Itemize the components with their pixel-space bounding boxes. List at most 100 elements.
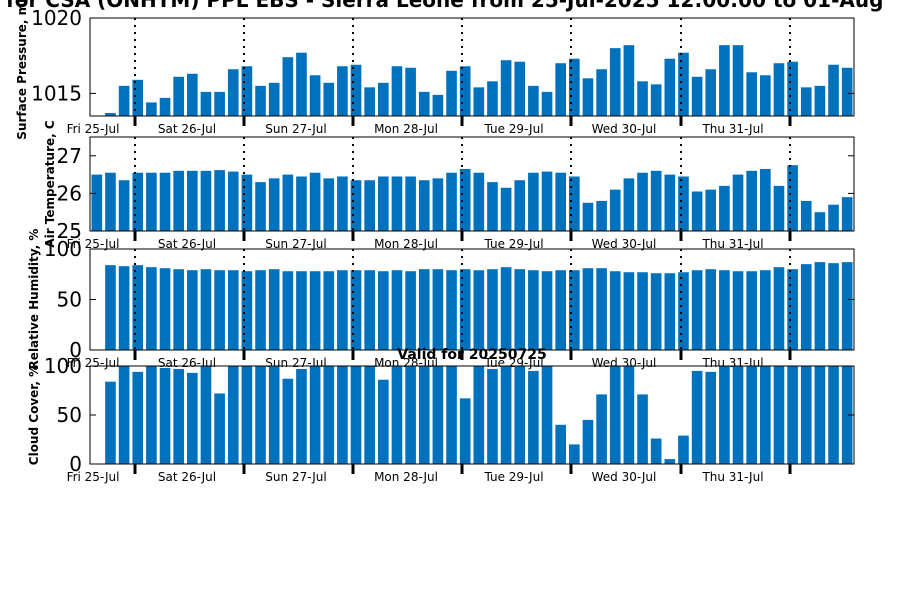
bar bbox=[132, 371, 144, 464]
bar bbox=[528, 370, 539, 464]
bar bbox=[691, 370, 703, 464]
x-tick-label: Sat 26-Jul bbox=[158, 470, 216, 484]
y-tick-label: 26 bbox=[57, 181, 82, 205]
bar bbox=[473, 366, 485, 464]
bar bbox=[732, 271, 744, 350]
bar bbox=[227, 270, 239, 350]
bar bbox=[241, 366, 253, 464]
bar bbox=[214, 91, 225, 116]
bar bbox=[227, 171, 239, 231]
x-tick-label: Fri 25-Jul bbox=[67, 470, 120, 484]
bar bbox=[405, 271, 416, 350]
bar bbox=[459, 168, 471, 231]
bar bbox=[609, 189, 621, 231]
bar bbox=[514, 61, 526, 116]
bar bbox=[814, 212, 826, 231]
bar bbox=[719, 366, 730, 464]
bar bbox=[446, 70, 457, 116]
bar bbox=[609, 271, 621, 350]
bar bbox=[555, 270, 566, 350]
bar bbox=[841, 67, 853, 116]
bar bbox=[800, 366, 812, 464]
bar bbox=[787, 61, 798, 116]
bar bbox=[132, 172, 144, 231]
bar bbox=[432, 178, 444, 231]
bar bbox=[296, 368, 307, 464]
x-tick-label: Tue 29-Jul bbox=[483, 237, 543, 251]
y-tick-label: 0 bbox=[69, 338, 82, 362]
bar bbox=[391, 176, 403, 231]
bar bbox=[569, 176, 580, 231]
x-tick-label: Thu 31-Jul bbox=[701, 237, 763, 251]
bar bbox=[350, 366, 362, 464]
bar bbox=[841, 197, 853, 231]
bar bbox=[596, 394, 607, 464]
bar bbox=[473, 270, 485, 350]
bar bbox=[446, 366, 457, 464]
bar bbox=[350, 180, 362, 231]
bar bbox=[650, 84, 662, 116]
bar bbox=[623, 178, 635, 231]
bar bbox=[282, 271, 294, 350]
bar bbox=[146, 102, 157, 116]
bar bbox=[105, 381, 116, 464]
bar bbox=[800, 200, 812, 231]
bar bbox=[200, 366, 212, 464]
bar bbox=[296, 271, 307, 350]
bar bbox=[282, 378, 294, 464]
bar bbox=[787, 165, 798, 231]
bar bbox=[350, 64, 362, 116]
bar bbox=[678, 435, 689, 464]
bar bbox=[241, 271, 253, 350]
bar bbox=[255, 182, 266, 231]
bar bbox=[296, 52, 307, 116]
bar bbox=[746, 271, 757, 350]
bar bbox=[514, 180, 526, 231]
bar bbox=[582, 202, 594, 231]
bar bbox=[487, 182, 498, 231]
y-tick-label: 50 bbox=[57, 403, 82, 427]
bar bbox=[637, 81, 648, 116]
x-tick-label: Thu 31-Jul bbox=[701, 470, 763, 484]
bar bbox=[91, 174, 103, 231]
bar bbox=[569, 270, 580, 350]
bar bbox=[569, 444, 580, 464]
bar bbox=[569, 58, 580, 116]
bar bbox=[418, 180, 430, 231]
bar bbox=[841, 366, 853, 464]
bar bbox=[378, 176, 389, 231]
x-tick-label: Thu 31-Jul bbox=[701, 122, 763, 136]
bar bbox=[187, 270, 198, 350]
bar bbox=[650, 170, 662, 231]
bar bbox=[541, 171, 553, 231]
y-tick-label: 50 bbox=[57, 288, 82, 312]
bar bbox=[623, 45, 635, 116]
bar bbox=[418, 91, 430, 116]
bar bbox=[732, 174, 744, 231]
bar bbox=[227, 69, 239, 116]
bar bbox=[664, 273, 676, 350]
axes-frame bbox=[89, 17, 855, 117]
bar bbox=[719, 45, 730, 116]
bar bbox=[255, 85, 266, 116]
bar bbox=[105, 265, 116, 350]
bar bbox=[159, 172, 171, 231]
bar bbox=[432, 94, 444, 116]
x-tick-label: Fri 25-Jul bbox=[67, 237, 120, 251]
bar bbox=[405, 67, 416, 116]
bar bbox=[132, 79, 144, 116]
bar bbox=[282, 57, 294, 116]
bar bbox=[214, 270, 225, 350]
bar bbox=[200, 269, 212, 350]
bar bbox=[487, 81, 498, 116]
bar bbox=[800, 264, 812, 350]
bar bbox=[364, 87, 375, 116]
bar bbox=[268, 366, 280, 464]
x-tick-label: Wed 30-Jul bbox=[592, 237, 657, 251]
bar bbox=[323, 178, 335, 231]
bar bbox=[528, 270, 539, 350]
y-axis-label: Surface Pressure, mb bbox=[15, 0, 29, 140]
y-tick-label: 100 bbox=[44, 237, 82, 261]
